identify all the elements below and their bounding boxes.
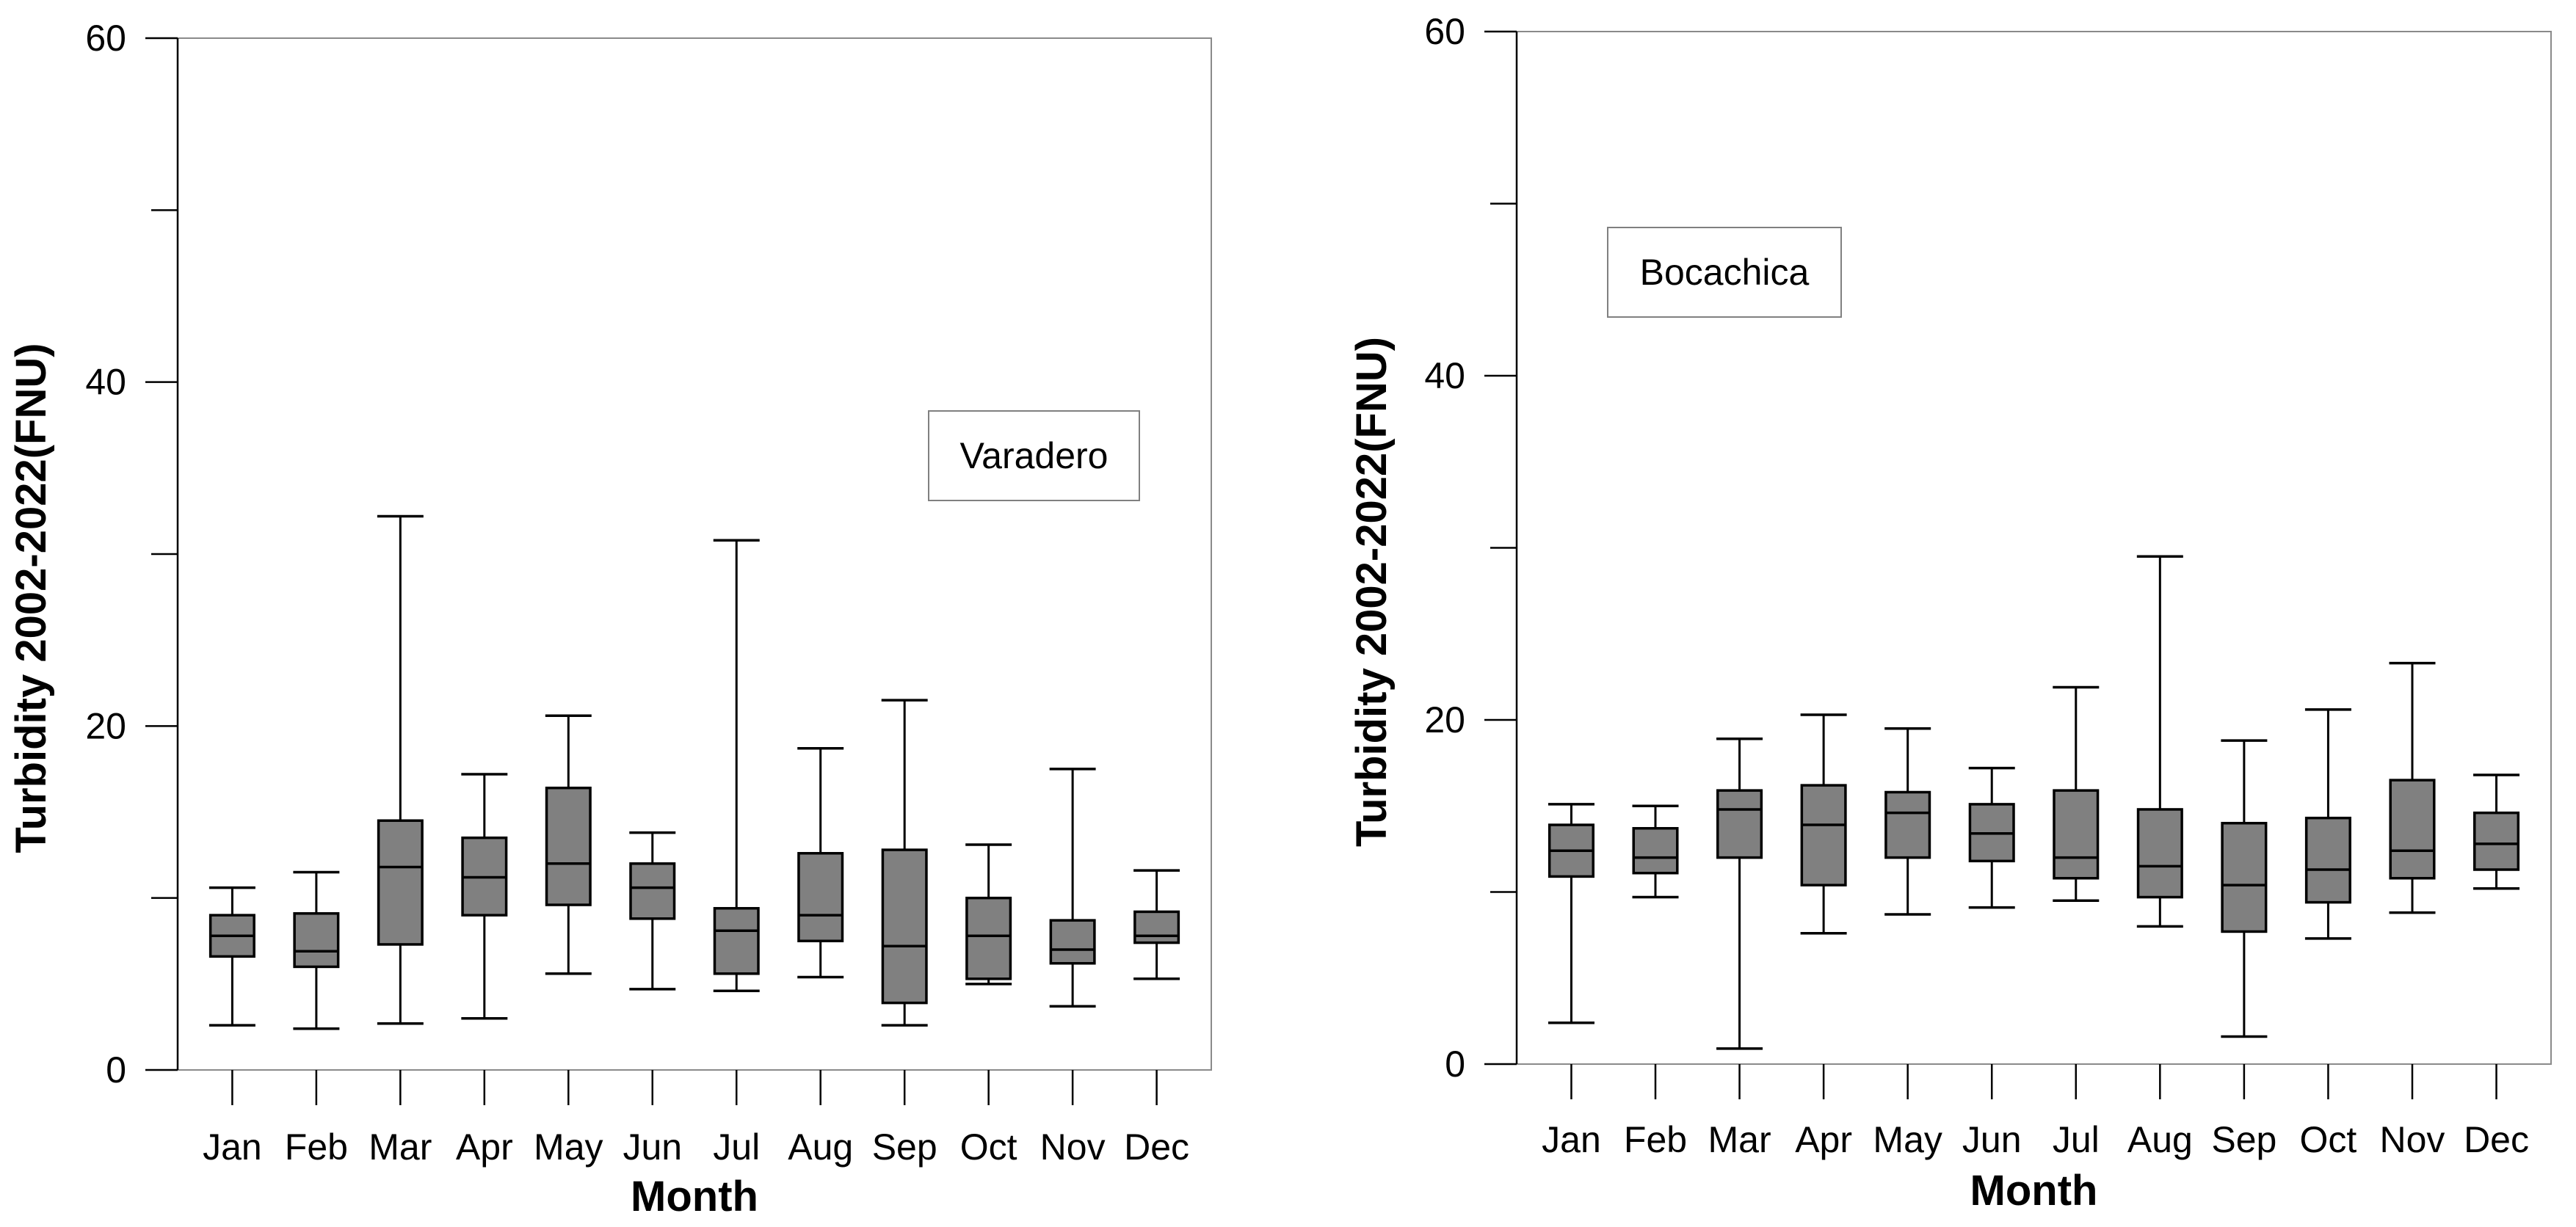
box-nov [1049, 768, 1096, 1008]
x-tick-label-may: May [534, 1126, 603, 1168]
x-tick-label-feb: Feb [1624, 1119, 1687, 1160]
station-label-border [1607, 227, 1842, 318]
y-tick-label-0: 0 [106, 1049, 126, 1091]
x-tick-label-jan: Jan [1542, 1119, 1601, 1160]
box-apr [461, 773, 508, 1020]
y-tick-label-40: 40 [85, 362, 126, 403]
box-feb [1632, 804, 1679, 899]
box-sep [881, 699, 928, 1027]
x-tick-label-nov: Nov [2380, 1119, 2445, 1160]
iqr-box [1716, 789, 1763, 859]
y-tick-label-60: 60 [1424, 11, 1465, 52]
box-sep [2221, 739, 2268, 1038]
x-axis-title: Month [631, 1173, 758, 1220]
iqr-box [293, 912, 340, 969]
x-tick-label-mar: Mar [1708, 1119, 1771, 1160]
x-tick-label-jan: Jan [203, 1126, 262, 1168]
x-tick-label-sep: Sep [2211, 1119, 2276, 1160]
box-oct [2304, 708, 2351, 940]
iqr-box [2136, 808, 2183, 899]
box-feb [293, 870, 340, 1030]
x-tick-label-apr: Apr [456, 1126, 513, 1168]
iqr-box [629, 862, 676, 920]
x-tick-label-apr: Apr [1795, 1119, 1852, 1160]
y-tick-label-60: 60 [85, 18, 126, 59]
x-tick-label-oct: Oct [2300, 1119, 2357, 1160]
box-aug [2136, 555, 2183, 928]
iqr-box [2304, 816, 2351, 904]
y-tick-label-40: 40 [1424, 355, 1465, 396]
y-axis-title: Turbidity 2002-2022(FNU) [7, 343, 55, 853]
box-jun [629, 831, 676, 991]
iqr-box [2221, 821, 2268, 933]
x-tick-label-may: May [1873, 1119, 1942, 1160]
x-axis-title: Month [1970, 1167, 2098, 1215]
y-tick-label-20: 20 [1424, 699, 1465, 740]
x-tick-label-jun: Jun [623, 1126, 682, 1168]
station-label-box: Bocachica [1607, 227, 1842, 318]
iqr-box [2473, 811, 2520, 871]
box-mar [377, 514, 424, 1025]
iqr-box [2053, 789, 2100, 880]
iqr-box [965, 896, 1012, 980]
box-oct [965, 843, 1012, 986]
x-tick-label-mar: Mar [369, 1126, 432, 1168]
box-apr [1800, 713, 1847, 935]
box-mar [1716, 738, 1763, 1050]
box-jul [2053, 685, 2100, 902]
box-may [1884, 727, 1931, 916]
box-dec [1133, 869, 1180, 980]
x-tick-label-dec: Dec [1124, 1126, 1189, 1168]
y-tick-label-0: 0 [1445, 1044, 1465, 1085]
iqr-box [713, 906, 760, 975]
station-label-text: Bocachica [1640, 252, 1810, 293]
box-dec [2473, 773, 2520, 890]
box-jan [208, 886, 255, 1027]
x-tick-label-oct: Oct [960, 1126, 1017, 1168]
box-nov [2389, 661, 2436, 914]
x-tick-label-nov: Nov [1040, 1126, 1106, 1168]
iqr-box [2389, 779, 2436, 880]
iqr-box [1133, 910, 1180, 944]
chart-panel-bocachica: 0 20 40 60 Jan Feb Mar Apr May Jun Jul Aug Sep Oct Nov… [1348, 11, 2552, 1215]
iqr-box [377, 819, 424, 946]
iqr-box [1800, 784, 1847, 886]
iqr-box [545, 786, 592, 906]
chart-panel-varadero: 0 20 40 60 Jan Feb Mar Apr May Jun Jul Aug Sep Oct Nov… [7, 18, 1212, 1220]
box-jul [713, 539, 760, 992]
x-tick-label-aug: Aug [2127, 1119, 2193, 1160]
station-label-border [928, 410, 1140, 501]
x-tick-label-jul: Jul [713, 1126, 760, 1168]
plot-frame [1516, 31, 2552, 1065]
x-tick-label-jul: Jul [2053, 1119, 2100, 1160]
box-aug [797, 747, 844, 979]
iqr-box [797, 851, 844, 942]
iqr-box [1884, 790, 1931, 859]
y-axis-title: Turbidity 2002-2022(FNU) [1348, 337, 1396, 847]
x-tick-label-feb: Feb [285, 1126, 348, 1168]
iqr-box [1049, 919, 1096, 965]
iqr-box [1632, 826, 1679, 875]
x-tick-label-aug: Aug [788, 1126, 853, 1168]
y-tick-label-20: 20 [85, 705, 126, 746]
station-label-text: Varadero [960, 435, 1109, 476]
box-jun [1968, 766, 2015, 909]
box-jan [1548, 803, 1594, 1024]
iqr-box [881, 848, 928, 1005]
station-label-box: Varadero [928, 410, 1140, 501]
x-tick-label-sep: Sep [872, 1126, 937, 1168]
box-may [545, 714, 592, 975]
x-tick-label-jun: Jun [1962, 1119, 2022, 1160]
x-tick-label-dec: Dec [2464, 1119, 2529, 1160]
